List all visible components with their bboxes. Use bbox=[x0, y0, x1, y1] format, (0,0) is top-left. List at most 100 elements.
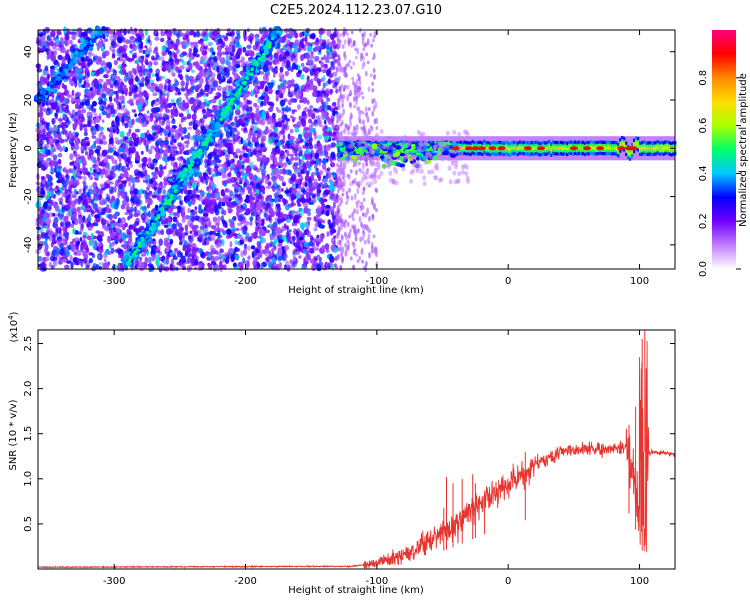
noise-blob bbox=[137, 56, 142, 60]
noise-blob bbox=[145, 144, 149, 150]
noise-blob bbox=[146, 110, 150, 114]
noise-blob bbox=[317, 143, 323, 151]
noise-blob bbox=[178, 205, 181, 214]
noise-blob bbox=[113, 235, 118, 242]
noise-blob bbox=[313, 247, 320, 251]
noise-blob bbox=[292, 256, 296, 262]
noise-blob bbox=[240, 137, 244, 145]
noise-blob bbox=[300, 54, 304, 62]
noise-blob bbox=[226, 80, 233, 84]
noise-blob bbox=[91, 253, 96, 259]
noise-blob bbox=[254, 102, 257, 107]
noise-blob bbox=[214, 154, 219, 161]
noise-blob bbox=[159, 98, 163, 105]
noise-blob bbox=[322, 75, 326, 82]
noise-blob bbox=[161, 75, 165, 80]
noise-blob bbox=[214, 255, 220, 261]
noise-blob bbox=[261, 110, 266, 119]
noise-blob bbox=[310, 51, 314, 56]
noise-blob bbox=[147, 134, 153, 139]
noise-blob bbox=[311, 68, 317, 73]
noise-blob bbox=[247, 255, 251, 260]
noise-blob bbox=[253, 125, 259, 132]
noise-blob bbox=[222, 163, 228, 169]
noise-blob bbox=[109, 30, 115, 35]
noise-blob bbox=[323, 189, 330, 196]
noise-blob bbox=[149, 117, 153, 122]
noise-blob bbox=[331, 122, 335, 129]
noise-blob bbox=[282, 79, 287, 86]
noise-blob bbox=[180, 80, 185, 87]
noise-blob bbox=[182, 36, 188, 41]
noise-blob bbox=[235, 64, 241, 69]
noise-blob bbox=[260, 236, 264, 244]
noise-blob bbox=[291, 235, 296, 242]
noise-blob bbox=[62, 259, 68, 263]
noise-blob bbox=[247, 115, 252, 120]
noise-blob bbox=[233, 184, 238, 190]
noise-blob bbox=[237, 186, 241, 191]
noise-blob bbox=[275, 252, 279, 257]
noise-blob bbox=[176, 91, 181, 96]
noise-blob bbox=[118, 70, 123, 74]
noise-blob bbox=[204, 224, 208, 229]
spectrogram-plot-area bbox=[33, 25, 677, 273]
noise-blob bbox=[252, 174, 258, 181]
noise-blob bbox=[211, 173, 217, 178]
noise-blob bbox=[306, 230, 311, 238]
noise-blob bbox=[183, 42, 190, 48]
noise-blob bbox=[289, 214, 294, 220]
noise-blob bbox=[69, 254, 73, 262]
noise-blob bbox=[223, 182, 227, 187]
noise-blob bbox=[164, 83, 167, 89]
noise-blob bbox=[162, 51, 167, 56]
noise-blob bbox=[255, 41, 259, 47]
noise-blob bbox=[53, 36, 57, 41]
noise-blob bbox=[273, 66, 278, 74]
noise-blob bbox=[44, 159, 49, 167]
noise-blob bbox=[80, 192, 85, 199]
noise-blob bbox=[233, 73, 240, 80]
noise-blob bbox=[89, 185, 93, 190]
noise-blob bbox=[240, 250, 244, 258]
noise-blob bbox=[93, 126, 97, 134]
noise-blob bbox=[213, 80, 219, 88]
noise-blob bbox=[196, 74, 202, 80]
noise-blob bbox=[276, 149, 281, 155]
noise-blob bbox=[295, 65, 298, 71]
noise-blob bbox=[261, 154, 267, 161]
noise-blob bbox=[313, 127, 316, 133]
noise-blob bbox=[234, 240, 239, 245]
noise-blob bbox=[73, 251, 77, 256]
noise-blob bbox=[64, 39, 68, 47]
noise-blob bbox=[72, 167, 75, 174]
noise-blob bbox=[249, 36, 253, 43]
noise-blob bbox=[315, 219, 322, 224]
noise-blob bbox=[225, 52, 229, 60]
noise-blob bbox=[312, 47, 317, 52]
noise-blob bbox=[44, 225, 49, 230]
noise-blob bbox=[299, 222, 305, 230]
noise-blob bbox=[232, 162, 236, 169]
noise-blob bbox=[312, 108, 318, 112]
noise-blob bbox=[64, 226, 68, 234]
noise-blob bbox=[322, 82, 326, 89]
noise-blob bbox=[248, 106, 253, 113]
noise-blob bbox=[200, 251, 205, 258]
noise-blob bbox=[207, 185, 211, 194]
noise-blob bbox=[280, 99, 286, 107]
noise-blob bbox=[149, 40, 153, 47]
noise-blob bbox=[325, 210, 330, 217]
noise-blob bbox=[81, 32, 87, 37]
noise-blob bbox=[211, 72, 216, 78]
noise-blob bbox=[119, 173, 124, 180]
noise-blob bbox=[187, 207, 191, 213]
noise-blob bbox=[229, 193, 236, 200]
noise-blob bbox=[155, 98, 159, 102]
noise-blob bbox=[148, 148, 153, 155]
noise-blob bbox=[289, 259, 293, 264]
noise-blob bbox=[115, 90, 119, 99]
noise-blob bbox=[282, 134, 286, 141]
noise-blob bbox=[61, 185, 68, 191]
